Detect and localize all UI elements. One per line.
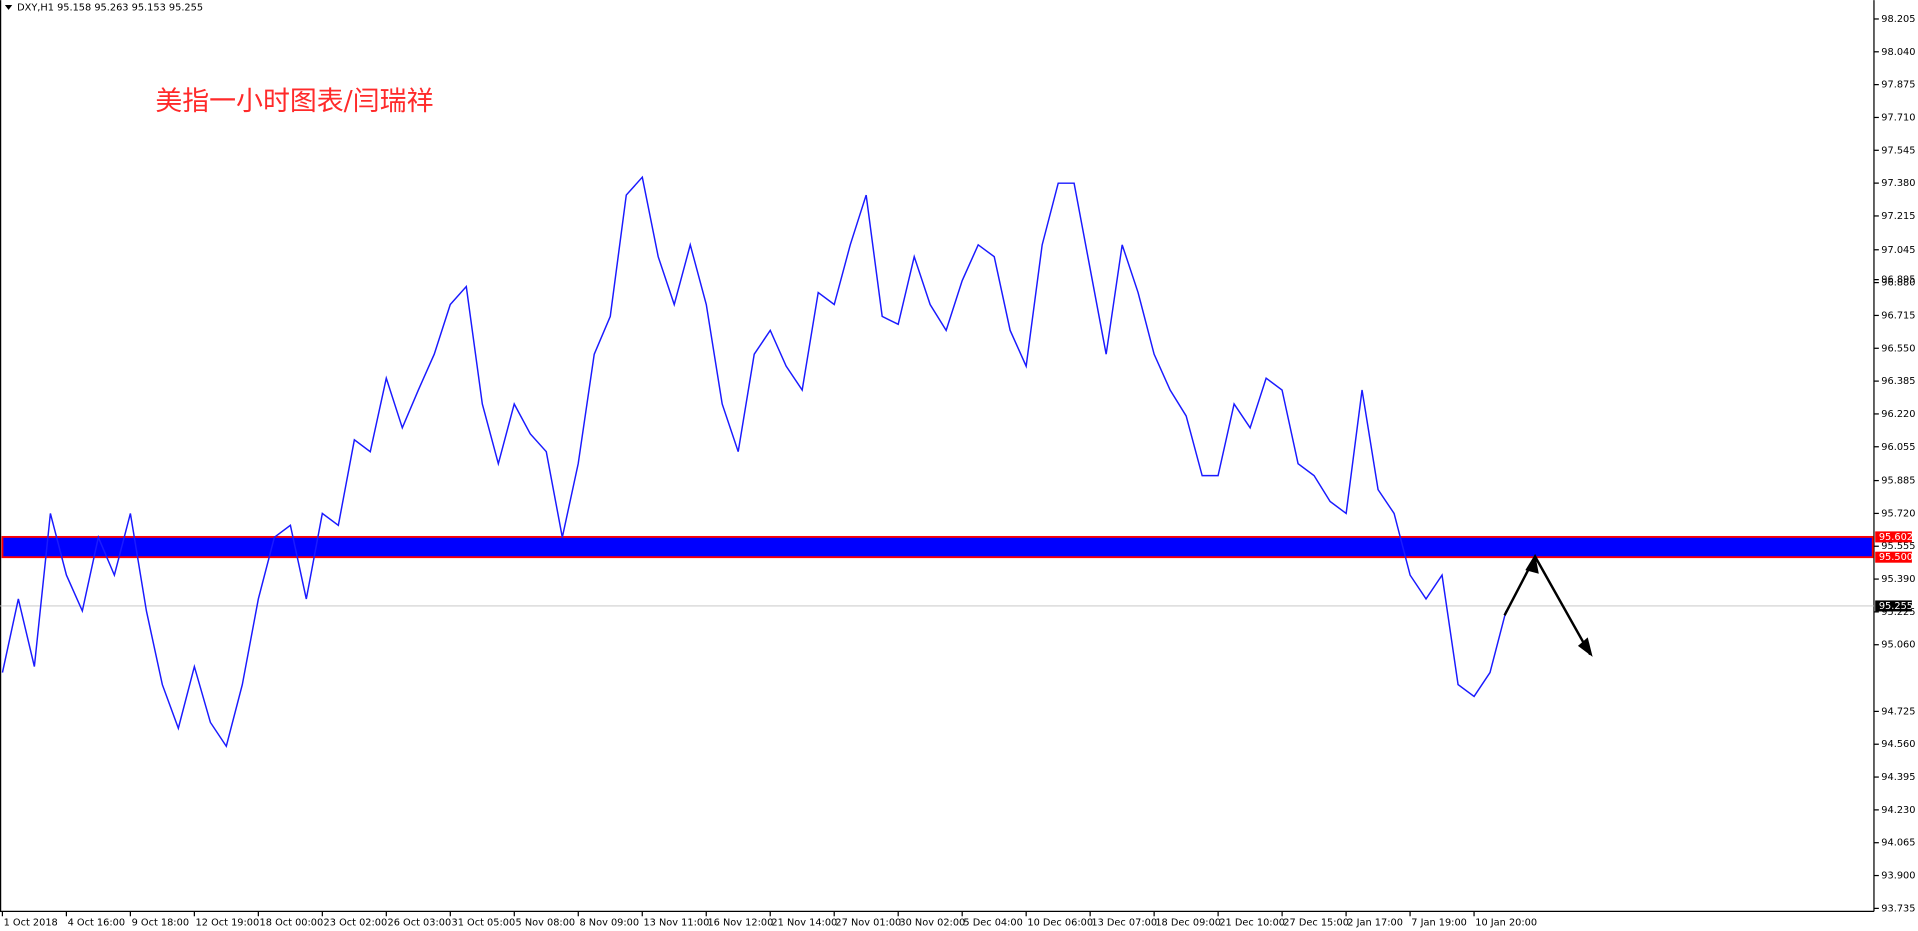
x-tick-label: 21 Nov 14:00 xyxy=(771,917,837,928)
y-tick-label: 93.900 xyxy=(1881,871,1915,882)
menu-arrow[interactable] xyxy=(4,4,13,10)
x-tick-label: 27 Dec 15:00 xyxy=(1283,917,1349,928)
y-tick-label: 96.055 xyxy=(1881,442,1915,453)
y-tick-label: 96.550 xyxy=(1881,343,1915,354)
current-price-tag-bg xyxy=(1875,600,1912,612)
x-tick-label: 30 Nov 02:00 xyxy=(899,917,965,928)
x-tick-label: 7 Jan 19:00 xyxy=(1411,917,1467,928)
header: DXY,H1 95.158 95.263 95.153 95.255 xyxy=(17,2,203,13)
x-tick-label: 18 Oct 00:00 xyxy=(260,917,324,928)
y-tick-label: 96.220 xyxy=(1881,409,1915,420)
x-tick-label: 5 Dec 04:00 xyxy=(963,917,1022,928)
zone-bottom-tag-bg xyxy=(1875,551,1912,563)
x-tick-label: 21 Dec 10:00 xyxy=(1219,917,1285,928)
support-zone xyxy=(1,535,1874,559)
y-tick-label: 95.225 xyxy=(1881,607,1915,618)
y-tick-label: 95.390 xyxy=(1881,574,1915,585)
y-tick-label: 97.875 xyxy=(1881,80,1915,91)
zone-bottom-tag: 95.500 xyxy=(1879,552,1913,563)
chart-title: 美指一小时图表/闫瑞祥 xyxy=(155,86,433,117)
x-tick-label: 13 Nov 11:00 xyxy=(643,917,709,928)
y-tick-label: 94.560 xyxy=(1881,739,1915,750)
y-tick-label: 97.545 xyxy=(1881,145,1915,156)
x-tick-label: 10 Dec 06:00 xyxy=(1027,917,1093,928)
y-tick-label: 96.895 xyxy=(1881,275,1915,286)
price-line xyxy=(1,175,1507,748)
x-tick-label: 8 Nov 09:00 xyxy=(579,917,639,928)
x-tick-label: 31 Oct 05:00 xyxy=(452,917,516,928)
y-tick-label: 95.555 xyxy=(1881,541,1915,552)
x-tick-label: 27 Nov 01:00 xyxy=(835,917,901,928)
current-price-tag: 95.255 xyxy=(1879,601,1913,612)
y-tick-label: 96.715 xyxy=(1881,310,1915,321)
arrow-head xyxy=(1525,554,1539,574)
y-tick-label: 97.380 xyxy=(1881,178,1915,189)
x-tick-label: 2 Jan 17:00 xyxy=(1347,917,1403,928)
x-tick-label: 4 Oct 16:00 xyxy=(68,917,125,928)
y-tick-label: 97.215 xyxy=(1881,211,1915,222)
y-tick-label: 94.230 xyxy=(1881,805,1915,816)
y-tick-label: 97.045 xyxy=(1881,245,1915,256)
y-tick-label: 94.725 xyxy=(1881,706,1915,717)
y-tick-label: 95.060 xyxy=(1881,640,1915,651)
x-tick-label: 26 Oct 03:00 xyxy=(388,917,452,928)
x-tick-label: 5 Nov 08:00 xyxy=(516,917,576,928)
x-tick-label: 18 Dec 09:00 xyxy=(1155,917,1221,928)
y-tick-label: 97.710 xyxy=(1881,112,1915,123)
arrow-head xyxy=(1577,637,1593,657)
y-tick-label: 96.880 xyxy=(1881,278,1915,289)
y-tick-label: 95.885 xyxy=(1881,476,1915,487)
x-tick-label: 13 Dec 07:00 xyxy=(1091,917,1157,928)
y-tick-label: 96.385 xyxy=(1881,376,1915,387)
x-tick-label: 10 Jan 20:00 xyxy=(1475,917,1537,928)
x-tick-label: 23 Oct 02:00 xyxy=(324,917,388,928)
zone-top-tag-bg xyxy=(1875,531,1912,543)
x-tick-label: 12 Oct 19:00 xyxy=(196,917,260,928)
x-tick-label: 1 Oct 2018 xyxy=(4,917,58,928)
x-tick-label: 16 Nov 12:00 xyxy=(707,917,773,928)
y-tick-label: 98.040 xyxy=(1881,47,1915,58)
y-tick-label: 93.735 xyxy=(1881,903,1915,914)
x-tick-label: 9 Oct 18:00 xyxy=(132,917,189,928)
y-tick-label: 98.205 xyxy=(1881,14,1915,25)
y-tick-label: 94.065 xyxy=(1881,838,1915,849)
y-tick-label: 94.395 xyxy=(1881,772,1915,783)
y-tick-label: 95.720 xyxy=(1881,508,1915,519)
zone-top-tag: 95.602 xyxy=(1879,532,1913,543)
